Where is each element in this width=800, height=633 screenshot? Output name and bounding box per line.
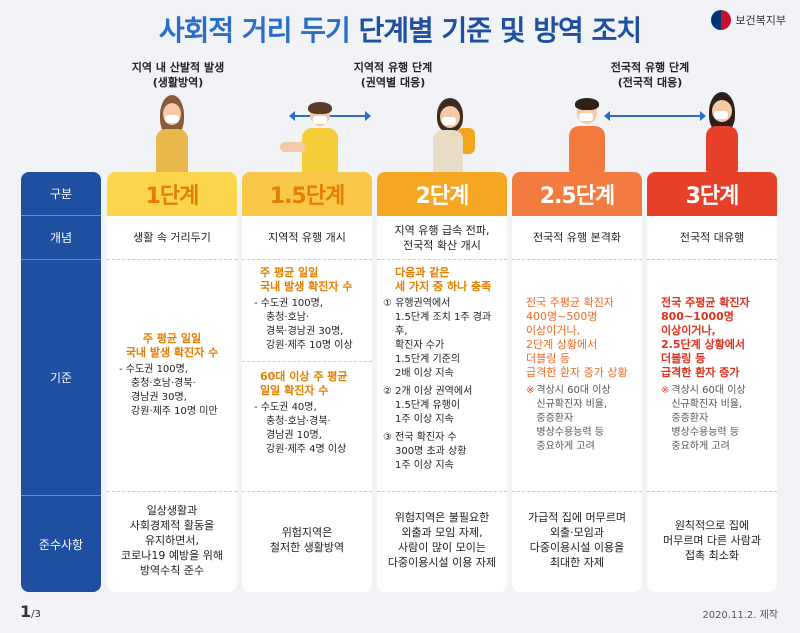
level-1-5-criteria-item2: 충청·호남·경북· <box>266 416 331 427</box>
page-title: 사회적 거리 두기 단계별 기준 및 방역 조치 <box>0 9 800 49</box>
row-label-criteria: 기준 <box>21 260 101 496</box>
level-1-5-criteria-item: 강원·제주 10명 이상 <box>266 340 353 351</box>
title-part2: 단계별 기준 및 방역 조치 <box>358 14 642 47</box>
level-2-criteria-item: 1.5단계 조치 1주 경과 후, <box>395 312 492 337</box>
level-2-5-criteria: 전국 주평균 확진자 400명~500명 이상이거나, 2단계 상황에서 더블링… <box>512 260 642 492</box>
level-3-note: ※ 격상시 60대 이상 신규확진자 비율, 중증환자 병상수용능력 등 중요하… <box>661 384 771 454</box>
person-illustration-3 <box>425 98 477 172</box>
row-label-compliance: 준수사항 <box>38 537 84 552</box>
page-number: 1 <box>20 602 32 621</box>
level-1-compliance: 일상생활과 사회경제적 활동을 유지하면서, 코로나19 예방을 위해 방역수칙… <box>121 503 223 577</box>
level-2-5-column: 2.5단계 전국적 유행 본격화 전국 주평균 확진자 400명~500명 이상… <box>512 172 642 592</box>
title-part1: 사회적 거리 두기 <box>158 14 351 47</box>
stage-label-national: 전국적 유행 단계 (전국적 대응) <box>610 61 690 89</box>
level-1-5-criteria-head: 주 평균 일일 국내 발생 확진자 수 <box>260 266 353 293</box>
level-1-criteria-head: 주 평균 일일 국내 발생 확진자 수 <box>125 332 219 359</box>
stage-label-regional: 지역적 유행 단계 (권역별 대응) <box>353 61 433 89</box>
level-1-5-header: 1.5단계 <box>242 172 372 216</box>
level-2-criteria-head: 다음과 같은 세 가지 중 하나 충족 <box>395 266 492 293</box>
level-3-compliance: 원칙적으로 집에 머무르며 다른 사람과 접촉 최소화 <box>662 518 762 562</box>
level-2-5-header: 2.5단계 <box>512 172 642 216</box>
level-3-column: 3단계 전국적 대유행 전국 주평균 확진자 800~1000명 이상이거나, … <box>647 172 777 592</box>
regional-arrow <box>289 111 371 121</box>
level-2-5-note-text: 격상시 60대 이상 신규확진자 비율, 중증환자 병상수용능력 등 중요하게 … <box>536 385 611 452</box>
level-3-criteria: 전국 주평균 확진자 800~1000명 이상이거나, 2.5단계 상황에서 더… <box>647 260 777 492</box>
row-header-column: 구분 개념 기준 준수사항 <box>21 172 101 592</box>
note-mark: ※ <box>661 385 670 396</box>
national-arrow <box>604 111 706 121</box>
row-label-category: 구분 <box>21 172 101 216</box>
level-1-5-criteria-item: 경북·경남권 30명, <box>266 326 344 337</box>
level-1-5-column: 1.5단계 지역적 유행 개시 주 평균 일일 국내 발생 확진자 수 - 수도… <box>242 172 372 592</box>
level-2-criteria-item: 300명 초과 상황 <box>395 446 467 457</box>
stage-label-life: 지역 내 산발적 발생 (생활방역) <box>131 61 225 89</box>
level-1-5-criteria-item: 충청·호남· <box>266 312 310 323</box>
level-1-5-compliance: 위험지역은 철저한 생활방역 <box>269 526 345 554</box>
level-1-header: 1단계 <box>107 172 237 216</box>
level-2-column: 2단계 지역 유행 급속 전파, 전국적 확산 개시 다음과 같은 세 가지 중… <box>377 172 507 592</box>
page-indicator: 1/3 <box>20 602 41 621</box>
level-2-criteria-item: 1주 이상 지속 <box>395 460 454 471</box>
level-1-5-criteria-item: - 수도권 100명, <box>254 298 324 309</box>
taegeuk-emblem-icon <box>711 10 732 30</box>
level-1-5-criteria: 주 평균 일일 국내 발생 확진자 수 - 수도권 100명, 충청·호남· 경… <box>242 260 372 492</box>
level-2-compliance: 위험지역은 불필요한 외출과 모임 자제, 사람이 많이 모이는 다중이용시설 … <box>387 511 497 569</box>
person-illustration-1 <box>150 95 194 173</box>
level-2-criteria: 다음과 같은 세 가지 중 하나 충족 ① 유행권역에서 1.5단계 조치 1주… <box>377 260 507 492</box>
level-1-5-criteria-head2: 60대 이상 주 평균 일일 확진자 수 <box>260 370 348 397</box>
level-2-criteria-item: 1.5단계 기준의 <box>395 354 461 365</box>
level-2-5-concept: 전국적 유행 본격화 <box>512 216 642 260</box>
level-1-criteria-item: 충청·호남·경북· <box>131 378 196 389</box>
ministry-name: 보건복지부 <box>735 14 786 27</box>
level-1-5-criteria-item2: - 수도권 40명, <box>254 402 317 413</box>
level-3-note-text: 격상시 60대 이상 신규확진자 비율, 중증환자 병상수용능력 등 중요하게 … <box>671 385 746 452</box>
level-2-5-compliance: 가급적 집에 머무르며 외출·모임과 다중이용시설 이용을 최대한 자제 <box>527 511 627 569</box>
level-2-concept: 지역 유행 급속 전파, 전국적 확산 개시 <box>377 216 507 260</box>
level-1-5-criteria-item2: 경남권 10명, <box>266 430 322 441</box>
level-1-criteria-item: 경남권 30명, <box>131 392 187 403</box>
level-2-header: 2단계 <box>377 172 507 216</box>
ministry-logo: 보건복지부 <box>711 10 786 30</box>
level-2-5-note: ※ 격상시 60대 이상 신규확진자 비율, 중증환자 병상수용능력 등 중요하… <box>526 384 636 454</box>
level-2-5-criteria-head: 전국 주평균 확진자 400명~500명 이상이거나, 2단계 상황에서 더블링… <box>526 296 628 379</box>
level-1-column: 1단계 생활 속 거리두기 주 평균 일일 국내 발생 확진자 수 - 수도권 … <box>107 172 237 592</box>
level-1-criteria-item: - 수도권 100명, <box>119 364 189 375</box>
level-2-criteria-item: 확진자 수가 <box>395 340 445 351</box>
level-1-criteria: 주 평균 일일 국내 발생 확진자 수 - 수도권 100명, 충청·호남·경북… <box>107 260 237 492</box>
row-label-concept: 개념 <box>21 216 101 260</box>
page-total: /3 <box>31 609 41 620</box>
level-2-criteria-item: ② 2개 이상 권역에서 <box>383 386 473 397</box>
level-1-5-concept: 지역적 유행 개시 <box>242 216 372 260</box>
level-3-criteria-head: 전국 주평균 확진자 800~1000명 이상이거나, 2.5단계 상황에서 더… <box>661 296 750 379</box>
person-illustration-5 <box>700 92 744 172</box>
person-illustration-2 <box>280 102 350 172</box>
person-illustration-4 <box>565 98 609 172</box>
note-mark: ※ <box>526 385 535 396</box>
level-1-criteria-item: 강원·제주 10명 미만 <box>131 406 218 417</box>
level-2-criteria-item: ③ 전국 확진자 수 <box>383 432 457 443</box>
criteria-divider <box>242 361 372 362</box>
level-2-criteria-item: 2배 이상 지속 <box>395 368 454 379</box>
level-3-concept: 전국적 대유행 <box>647 216 777 260</box>
level-2-criteria-item: 1.5단계 유행이 <box>395 400 461 411</box>
level-3-header: 3단계 <box>647 172 777 216</box>
production-date: 2020.11.2. 제작 <box>702 610 778 621</box>
level-2-criteria-item: ① 유행권역에서 <box>383 298 451 309</box>
level-2-criteria-item: 1주 이상 지속 <box>395 414 454 425</box>
level-1-concept: 생활 속 거리두기 <box>107 216 237 260</box>
level-1-5-criteria-item2: 강원·제주 4명 이상 <box>266 444 347 455</box>
